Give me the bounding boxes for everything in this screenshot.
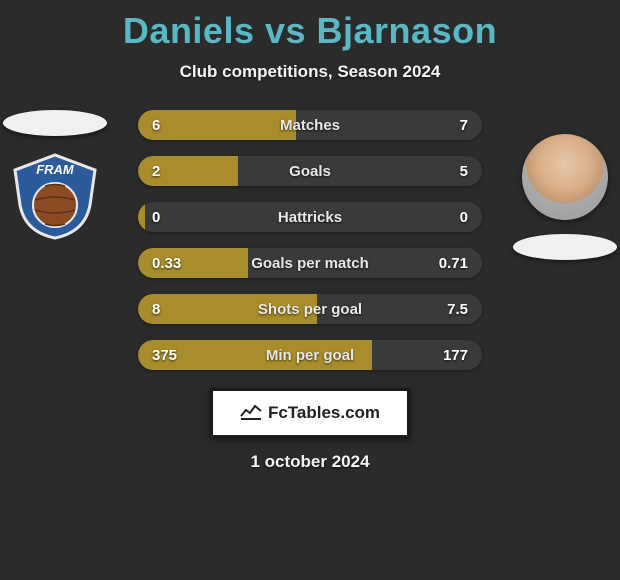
- right-player-block: [465, 120, 620, 260]
- chart-icon: [240, 402, 262, 425]
- bar-label: Hattricks: [138, 202, 482, 232]
- right-player-ellipse: [513, 234, 617, 260]
- bar-label: Goals: [138, 156, 482, 186]
- footer-badge[interactable]: FcTables.com: [210, 388, 410, 438]
- bar-row: 25Goals: [138, 156, 482, 186]
- bar-label: Matches: [138, 110, 482, 140]
- bar-label: Min per goal: [138, 340, 482, 370]
- bar-row: 375177Min per goal: [138, 340, 482, 370]
- bar-row: 67Matches: [138, 110, 482, 140]
- right-player-photo: [522, 134, 608, 220]
- svg-text:FRAM: FRAM: [36, 162, 75, 177]
- bar-label: Shots per goal: [138, 294, 482, 324]
- left-player-ellipse: [3, 110, 107, 136]
- page-title: Daniels vs Bjarnason: [0, 0, 620, 52]
- bar-row: 87.5Shots per goal: [138, 294, 482, 324]
- footer-label: FcTables.com: [268, 403, 380, 423]
- bar-row: 00Hattricks: [138, 202, 482, 232]
- comparison-bars: 67Matches 25Goals 00Hattricks 0.330.71Goals…: [138, 110, 482, 370]
- bar-row: 0.330.71Goals per match: [138, 248, 482, 278]
- left-club-badge: FRAM: [5, 150, 105, 240]
- bar-label: Goals per match: [138, 248, 482, 278]
- left-player-block: FRAM: [0, 110, 155, 240]
- subtitle: Club competitions, Season 2024: [0, 62, 620, 82]
- date-label: 1 october 2024: [0, 452, 620, 472]
